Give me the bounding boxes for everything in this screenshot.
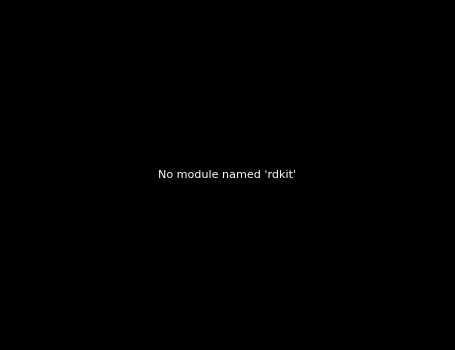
Text: No module named 'rdkit': No module named 'rdkit' [158, 170, 297, 180]
